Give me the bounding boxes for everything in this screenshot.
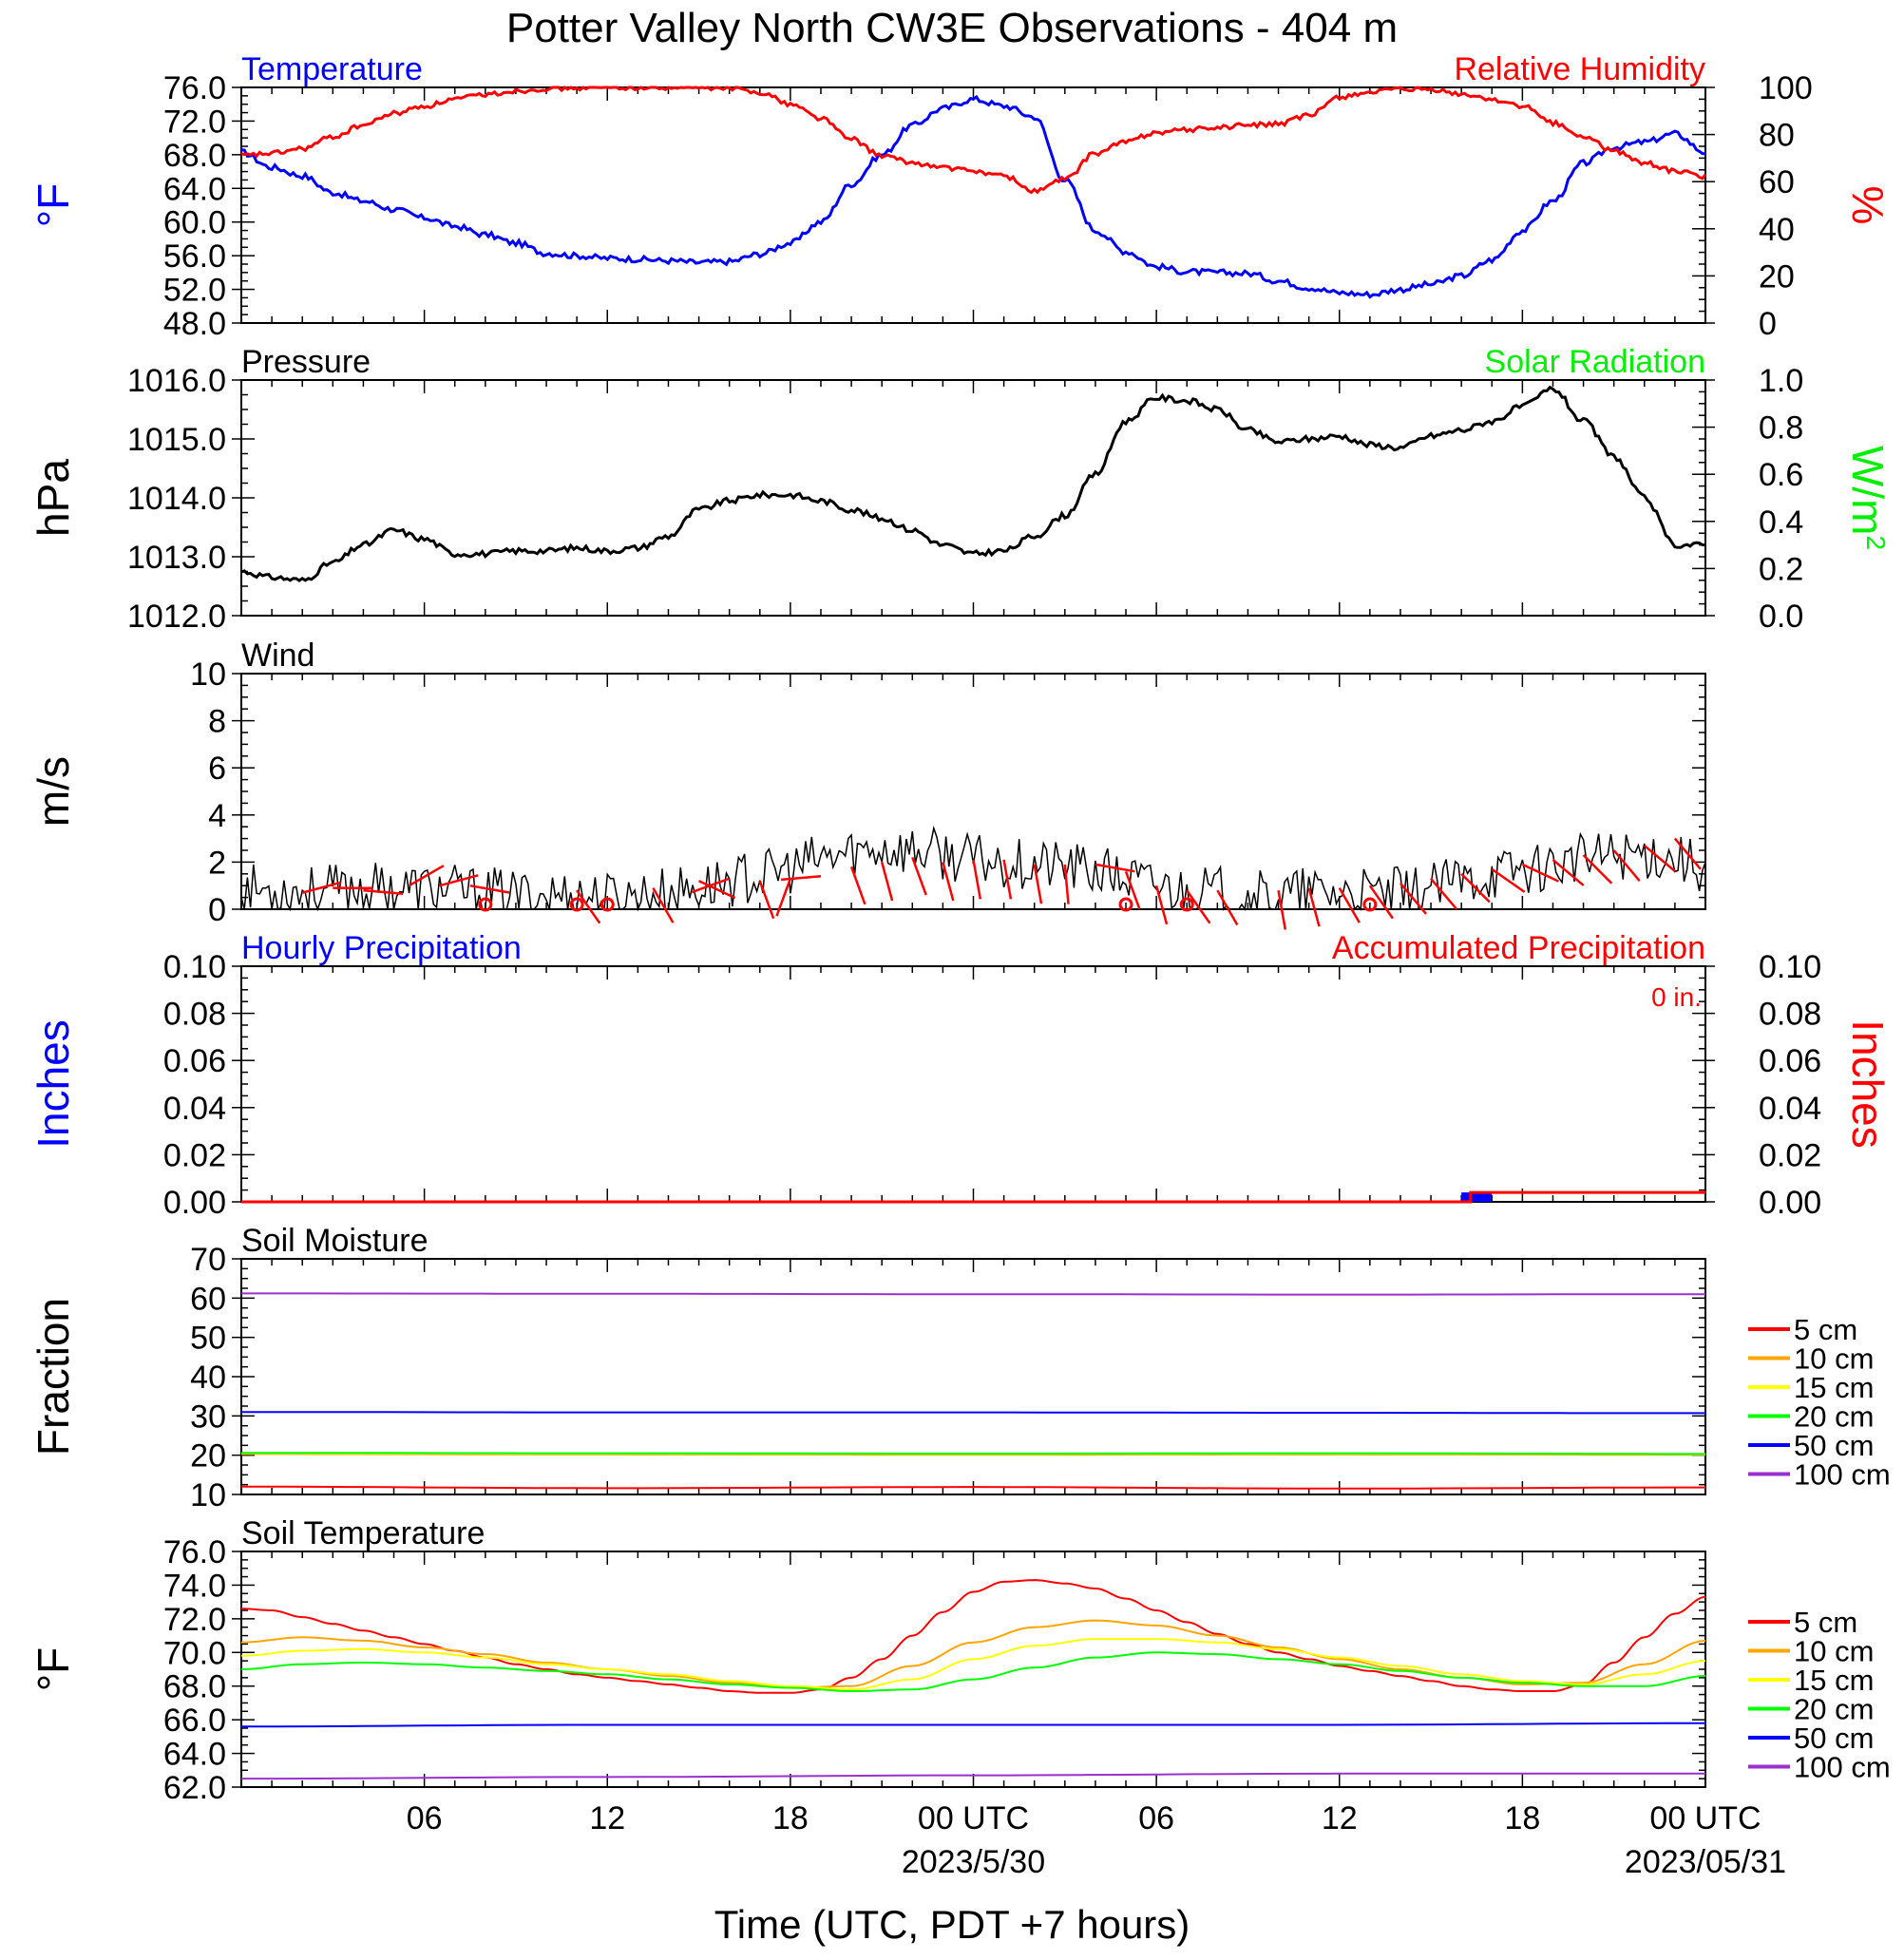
y-tick-label: 30 bbox=[190, 1399, 226, 1435]
y-tick-label: 4 bbox=[208, 798, 226, 834]
y-axis-label-left: Fraction bbox=[29, 1298, 78, 1456]
panel-title-left: Wind bbox=[241, 637, 314, 674]
y-tick-label: 10 bbox=[190, 657, 226, 693]
y-tick-label: 56.0 bbox=[163, 238, 226, 275]
y-tick-label-right: 0.10 bbox=[1759, 949, 1821, 985]
y-tick-label-right: 0.4 bbox=[1759, 504, 1803, 541]
panel-title-left: Soil Moisture bbox=[241, 1223, 428, 1259]
y-tick-label: 0.00 bbox=[163, 1185, 226, 1221]
y-tick-label: 10 bbox=[190, 1477, 226, 1513]
y-tick-label: 76.0 bbox=[163, 70, 226, 106]
x-tick-label: 18 bbox=[1504, 1800, 1540, 1836]
y-tick-label-right: 0.02 bbox=[1759, 1137, 1821, 1173]
y-tick-label: 0.10 bbox=[163, 949, 226, 985]
y-axis-label-left: hPa bbox=[29, 459, 78, 537]
x-date-label: 2023/5/30 bbox=[902, 1844, 1045, 1880]
y-tick-label: 68.0 bbox=[163, 138, 226, 174]
panel-annotation: 0 in. bbox=[1651, 982, 1702, 1012]
y-tick-label-right: 0.0 bbox=[1759, 599, 1803, 635]
x-date-label: 2023/05/31 bbox=[1625, 1844, 1786, 1880]
y-tick-label-right: 0.6 bbox=[1759, 457, 1803, 493]
y-tick-label: 0 bbox=[208, 892, 226, 928]
y-tick-label-right: 0 bbox=[1759, 306, 1777, 342]
y-tick-label: 76.0 bbox=[163, 1534, 226, 1570]
y-tick-label-right: 80 bbox=[1759, 118, 1795, 154]
y-tick-label: 48.0 bbox=[163, 306, 226, 342]
y-tick-label: 52.0 bbox=[163, 273, 226, 309]
y-tick-label: 1012.0 bbox=[127, 599, 226, 635]
panel-title-right: Relative Humidity bbox=[1454, 51, 1705, 87]
y-tick-label: 74.0 bbox=[163, 1568, 226, 1604]
y-tick-label: 0.08 bbox=[163, 997, 226, 1033]
y-tick-label-right: 0.06 bbox=[1759, 1043, 1821, 1079]
y-tick-label: 0.04 bbox=[163, 1091, 226, 1127]
y-axis-label-left: °F bbox=[29, 183, 78, 228]
y-tick-label: 62.0 bbox=[163, 1770, 226, 1806]
legend-label: 100 cm bbox=[1794, 1751, 1891, 1784]
y-tick-label: 60.0 bbox=[163, 205, 226, 241]
y-tick-label-right: 100 bbox=[1759, 70, 1813, 106]
x-tick-label: 12 bbox=[589, 1800, 625, 1836]
y-tick-label: 8 bbox=[208, 704, 226, 740]
x-axis-label: Time (UTC, PDT +7 hours) bbox=[714, 1902, 1190, 1947]
panel-title-left: Pressure bbox=[241, 344, 371, 380]
y-axis-label-left: °F bbox=[29, 1647, 78, 1692]
y-tick-label: 50 bbox=[190, 1321, 226, 1357]
panel-title-left: Hourly Precipitation bbox=[241, 930, 522, 966]
y-tick-label: 40 bbox=[190, 1360, 226, 1396]
y-tick-label: 68.0 bbox=[163, 1669, 226, 1705]
y-tick-label: 0.02 bbox=[163, 1137, 226, 1173]
y-tick-label-right: 1.0 bbox=[1759, 363, 1803, 399]
y-tick-label-right: 60 bbox=[1759, 164, 1795, 200]
y-tick-label: 20 bbox=[190, 1438, 226, 1475]
series-line-3 bbox=[241, 1453, 1705, 1454]
y-tick-label-right: 0.2 bbox=[1759, 551, 1803, 587]
y-axis-label-right-sup: 2 bbox=[1862, 535, 1892, 550]
series-line-4 bbox=[241, 1412, 1705, 1413]
y-tick-label: 66.0 bbox=[163, 1703, 226, 1739]
y-tick-label-right: 40 bbox=[1759, 212, 1795, 248]
y-tick-label: 2 bbox=[208, 845, 226, 881]
y-tick-label-right: 0.8 bbox=[1759, 410, 1803, 447]
series-line-5 bbox=[241, 1293, 1705, 1294]
y-axis-label-right: % bbox=[1843, 186, 1893, 225]
x-tick-label: 00 UTC bbox=[1649, 1800, 1761, 1836]
y-tick-label-right: 20 bbox=[1759, 258, 1795, 295]
y-tick-label-right: 0.00 bbox=[1759, 1185, 1821, 1221]
y-tick-label: 64.0 bbox=[163, 1737, 226, 1773]
y-tick-label: 72.0 bbox=[163, 1602, 226, 1638]
x-tick-label: 00 UTC bbox=[918, 1800, 1029, 1836]
y-axis-label-right: Inches bbox=[1843, 1019, 1893, 1149]
panel-title-right: Solar Radiation bbox=[1485, 344, 1705, 380]
legend-label: 100 cm bbox=[1794, 1458, 1891, 1492]
y-tick-label: 60 bbox=[190, 1281, 226, 1317]
y-tick-label: 64.0 bbox=[163, 171, 226, 207]
x-tick-label: 06 bbox=[407, 1800, 443, 1836]
y-tick-label: 70 bbox=[190, 1242, 226, 1278]
y-tick-label: 1013.0 bbox=[127, 540, 226, 576]
y-tick-label: 1014.0 bbox=[127, 481, 226, 517]
y-tick-label: 1015.0 bbox=[127, 422, 226, 458]
x-tick-label: 18 bbox=[772, 1800, 809, 1836]
y-axis-label-right-main: W/m bbox=[1843, 446, 1893, 536]
y-tick-label-right: 0.08 bbox=[1759, 997, 1821, 1033]
y-tick-label: 70.0 bbox=[163, 1635, 226, 1671]
y-tick-label-right: 0.04 bbox=[1759, 1091, 1821, 1127]
y-tick-label: 72.0 bbox=[163, 104, 226, 140]
panel-title-left: Temperature bbox=[241, 51, 423, 87]
panel-title-right: Accumulated Precipitation bbox=[1332, 930, 1705, 966]
y-axis-label-right: W/m2 bbox=[1843, 446, 1893, 550]
y-axis-label-left: Inches bbox=[29, 1019, 78, 1149]
y-tick-label: 1016.0 bbox=[127, 363, 226, 399]
y-tick-label: 0.06 bbox=[163, 1043, 226, 1079]
chart-title: Potter Valley North CW3E Observations - … bbox=[506, 5, 1398, 51]
y-tick-label: 6 bbox=[208, 751, 226, 787]
x-tick-label: 12 bbox=[1322, 1800, 1358, 1836]
x-tick-label: 06 bbox=[1138, 1800, 1174, 1836]
panel-title-left: Soil Temperature bbox=[241, 1515, 485, 1551]
y-axis-label-left: m/s bbox=[29, 756, 78, 827]
